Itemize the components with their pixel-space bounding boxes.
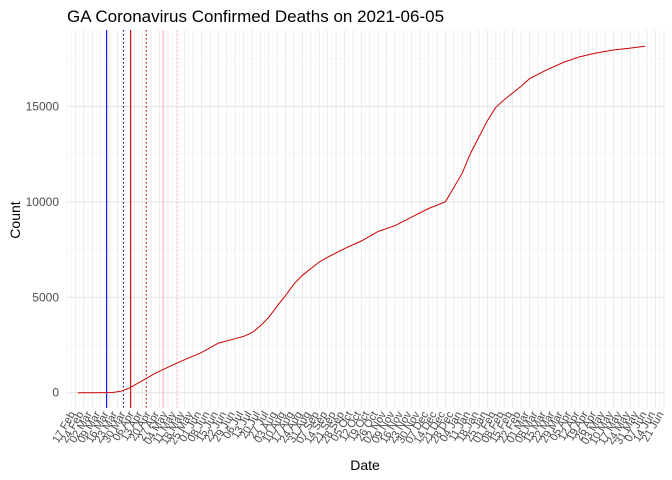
y-tick-label: 0 bbox=[52, 386, 59, 400]
x-axis-title: Date bbox=[350, 457, 380, 473]
y-axis-title: Count bbox=[7, 201, 23, 238]
y-axis: 0 5000 10000 15000 bbox=[26, 99, 60, 399]
vertical-lines bbox=[106, 30, 179, 408]
grid bbox=[66, 30, 665, 408]
series-line bbox=[77, 45, 645, 394]
y-tick-label: 10000 bbox=[26, 195, 60, 209]
chart-title: GA Coronavirus Confirmed Deaths on 2021-… bbox=[67, 7, 444, 26]
y-tick-label: 15000 bbox=[26, 99, 60, 113]
series-layer bbox=[77, 45, 645, 394]
y-tick-label: 5000 bbox=[32, 290, 59, 304]
